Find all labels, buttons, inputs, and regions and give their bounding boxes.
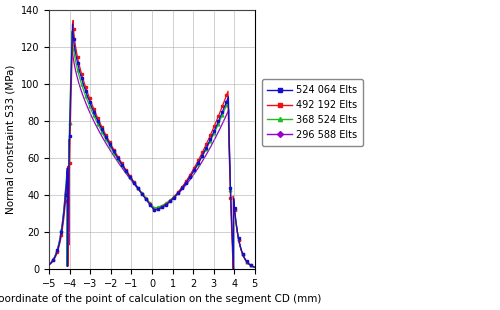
Legend: 524 064 Elts, 492 192 Elts, 368 524 Elts, 296 588 Elts: 524 064 Elts, 492 192 Elts, 368 524 Elts… xyxy=(262,79,362,146)
Y-axis label: Normal constraint S33 (MPa): Normal constraint S33 (MPa) xyxy=(6,65,16,214)
X-axis label: X-coordinate of the point of calculation on the segment CD (mm): X-coordinate of the point of calculation… xyxy=(0,294,322,304)
